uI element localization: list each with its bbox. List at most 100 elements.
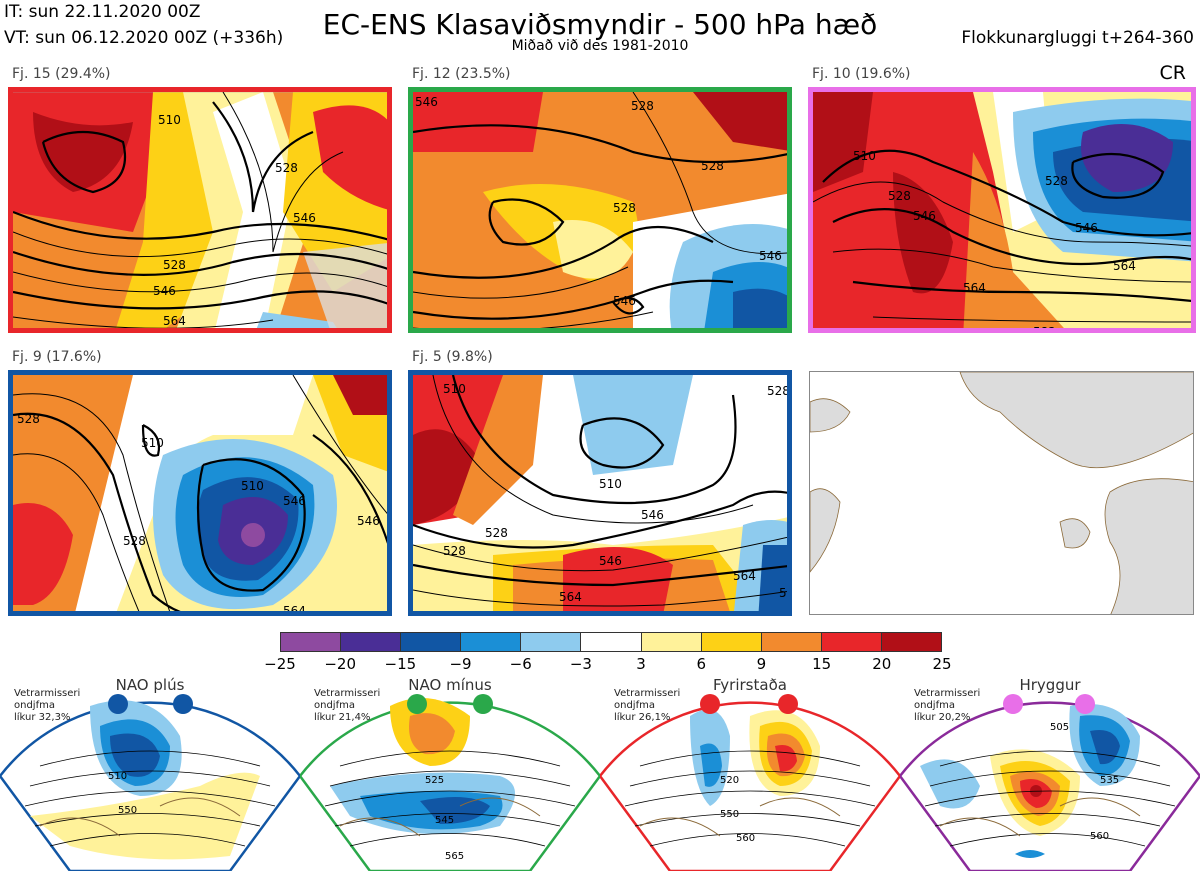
regime-note-line: líkur 32,3% <box>14 712 71 723</box>
contour-label: 510 <box>158 113 181 127</box>
regime-contour-label: 550 <box>118 805 137 816</box>
colorbar-swatch <box>281 633 342 651</box>
colorbar-tick: 15 <box>812 655 832 673</box>
contour-label: 510 <box>443 382 466 396</box>
colorbar-swatch <box>761 633 822 651</box>
contour-label: 528 <box>485 526 508 540</box>
contour-label: 510 <box>241 479 264 493</box>
cr-label: CR <box>1159 62 1186 84</box>
contour-label: 546 <box>283 494 306 508</box>
colorbar-tick: −3 <box>569 655 592 673</box>
panel-label-1: Fj. 15 (29.4%) <box>12 66 111 82</box>
regime-name: Fyrirstaða <box>713 676 787 694</box>
contour-label: 564 <box>1113 259 1136 273</box>
contour-label: 546 <box>599 554 622 568</box>
colorbar-tick: 3 <box>636 655 646 673</box>
regime-nao-minus: 525 545 565 NAO mínus Vetrarmisseri ondj… <box>300 676 600 871</box>
contour-label: 546 <box>913 209 936 223</box>
regime-nao-plus: 510 550 NAO plús Vetrarmisseri ondjfma l… <box>0 676 300 871</box>
contour-label: 528 <box>443 544 466 558</box>
init-time: IT: sun 22.11.2020 00Z <box>4 2 201 22</box>
contour-label: 582 <box>1033 325 1056 333</box>
regime-note: Vetrarmisseri ondjfma líkur 21,4% <box>314 688 380 724</box>
contour-label: 528 <box>275 161 298 175</box>
contour-label: 528 <box>17 412 40 426</box>
regime-note-line: ondjfma <box>14 700 55 711</box>
contour-label: 528 <box>613 201 636 215</box>
cluster-map-9: 528 510 510 528 546 546 564 <box>8 370 392 616</box>
contour-label: 564 <box>733 569 756 583</box>
regime-contour-label: 535 <box>1100 775 1119 786</box>
panel-label-4: Fj. 9 (17.6%) <box>12 349 102 365</box>
regime-note: Vetrarmisseri ondjfma líkur 32,3% <box>14 688 80 724</box>
regime-note-line: ondjfma <box>914 700 955 711</box>
regime-contour-label: 510 <box>108 771 127 782</box>
cluster-map-12: 546 528 528 528 546 546 <box>408 87 792 333</box>
colorbar-swatch <box>521 633 582 651</box>
regime-note-line: líkur 21,4% <box>314 712 371 723</box>
panel-label-5: Fj. 5 (9.8%) <box>412 349 493 365</box>
regime-note: Vetrarmisseri ondjfma líkur 26,1% <box>614 688 680 724</box>
regime-contour-label: 565 <box>445 851 464 862</box>
regime-contour-label: 560 <box>1090 831 1109 842</box>
colorbar-tick: −20 <box>324 655 356 673</box>
contour-label: 528 <box>1045 174 1068 188</box>
regime-contour-label: 525 <box>425 775 444 786</box>
contour-label: 546 <box>415 95 438 109</box>
contour-label: 546 <box>1075 221 1098 235</box>
regime-note-line: Vetrarmisseri <box>314 688 381 699</box>
colorbar-tick: −6 <box>509 655 532 673</box>
regime-contour-label: 545 <box>435 815 454 826</box>
colorbar-swatch <box>821 633 882 651</box>
contour-label: 528 <box>701 159 724 173</box>
regime-note-line: líkur 26,1% <box>614 712 671 723</box>
regime-note-line: líkur 20,2% <box>914 712 971 723</box>
regime-name: NAO mínus <box>408 676 492 694</box>
colorbar-swatch <box>701 633 762 651</box>
colorbar-tick: −25 <box>264 655 296 673</box>
colorbar-swatch <box>461 633 522 651</box>
colorbar <box>280 632 942 652</box>
contour-label: 528 <box>767 384 790 398</box>
regime-ridge: 505 535 560 Hryggur Vetrarmisseri ondjfm… <box>900 676 1200 871</box>
contour-label: 528 <box>631 99 654 113</box>
contour-label: 510 <box>599 477 622 491</box>
regime-blocking: 520 550 560 Fyrirstaða Vetrarmisseri ond… <box>600 676 900 871</box>
panel-label-3: Fj. 10 (19.6%) <box>812 66 911 82</box>
contour-label: 546 <box>779 586 792 600</box>
cluster-map-15: 510 528 546 528 546 564 <box>8 87 392 333</box>
regime-note-line: Vetrarmisseri <box>14 688 81 699</box>
colorbar-tick: 6 <box>696 655 707 673</box>
regime-name: NAO plús <box>115 676 185 694</box>
regime-contour-label: 520 <box>720 775 739 786</box>
regime-note: Vetrarmisseri ondjfma líkur 20,2% <box>914 688 980 724</box>
contour-label: 528 <box>163 258 186 272</box>
contour-label: 546 <box>293 211 316 225</box>
contour-label: 546 <box>357 514 380 528</box>
regime-note-line: Vetrarmisseri <box>914 688 981 699</box>
page-title: EC-ENS Klasaviðsmyndir - 500 hPa hæð <box>322 8 878 41</box>
page-subtitle: Miðað við des 1981-2010 <box>511 38 689 54</box>
colorbar-swatch <box>881 633 942 651</box>
colorbar-tick: −15 <box>384 655 417 673</box>
regime-note-line: ondjfma <box>614 700 655 711</box>
contour-label: 528 <box>123 534 146 548</box>
colorbar-tick: 9 <box>756 655 767 673</box>
regime-contour-label: 550 <box>720 809 739 820</box>
contour-label: 564 <box>963 281 986 295</box>
cluster-map-5: 510 528 510 528 546 528 546 564 564 546 <box>408 370 792 616</box>
regime-note-line: ondjfma <box>314 700 355 711</box>
contour-label: 510 <box>853 149 876 163</box>
contour-label: 546 <box>759 249 782 263</box>
contour-label: 564 <box>283 604 306 616</box>
valid-time: VT: sun 06.12.2020 00Z (+336h) <box>4 28 284 48</box>
contour-label: 528 <box>888 189 911 203</box>
colorbar-swatch <box>401 633 462 651</box>
colorbar-tick: −9 <box>449 655 472 673</box>
classification-window: Flokkunargluggi t+264-360 <box>961 28 1194 48</box>
regime-contour-label: 505 <box>1050 722 1069 733</box>
contour-label: 546 <box>153 284 176 298</box>
panel-label-2: Fj. 12 (23.5%) <box>412 66 511 82</box>
contour-label: 564 <box>559 590 582 604</box>
colorbar-tick: 25 <box>932 655 952 673</box>
